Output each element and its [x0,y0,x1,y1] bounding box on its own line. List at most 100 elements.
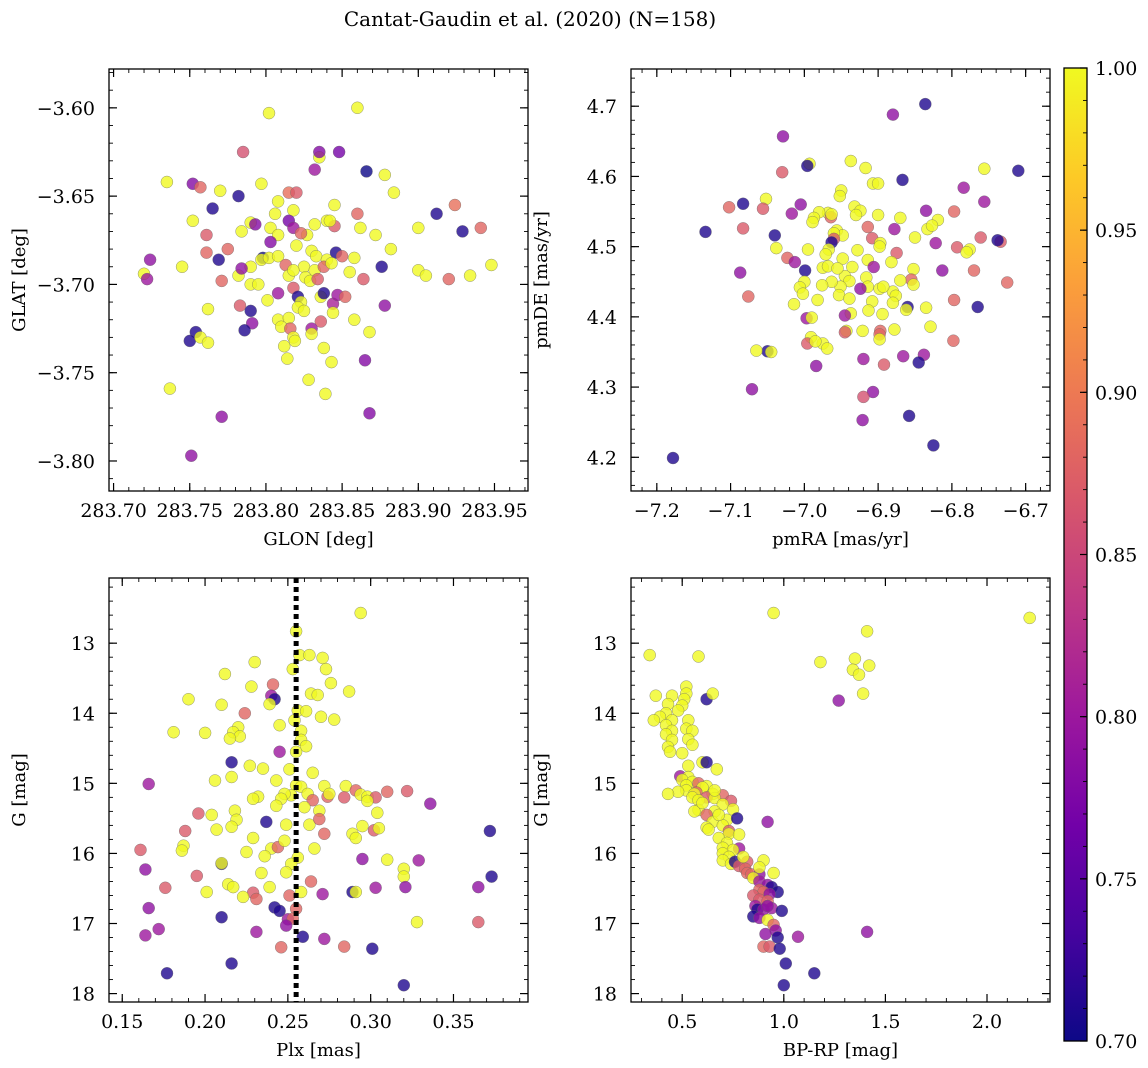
scatter-point [182,692,195,706]
scatter-point [288,334,302,348]
y-axis-label: GLAT [deg] [9,228,30,332]
scatter-point [745,382,759,396]
scatter-point [712,808,726,822]
scatter-point [663,745,677,759]
scatter-point [232,189,245,203]
scatter-points [137,101,498,462]
scatter-point [311,272,324,286]
scatter-point [732,828,746,841]
x-tick-label: 2.0 [972,1011,1002,1033]
scatter-point [335,249,349,263]
scatter-point [139,929,152,942]
scatter-point [354,606,367,620]
scatter-point [354,221,367,235]
scatter-point [896,349,910,363]
scatter-point [814,655,827,669]
scatter-point [273,718,286,732]
scatter-point [794,198,807,211]
scatter-point [736,197,750,211]
scatter-point [246,831,260,845]
y-tick-label: 14 [593,703,617,725]
scatter-point [192,807,205,820]
scatter-point [245,680,258,693]
scatter-point [210,823,223,836]
panel-cmd: 0.5 1.0 1.5 2.0 13 14 15 16 17 18 BP-RP [mag] G [ma… [531,577,1051,1061]
scatter-point [140,272,154,286]
scatter-point [317,286,331,300]
scatter-point [235,225,248,238]
scatter-point [238,324,251,337]
scatter-point [262,106,276,120]
scatter-point [200,246,213,259]
scatter-point [843,292,856,305]
scatter-point [649,689,663,702]
scatter-point [767,606,780,620]
scatter-point [902,409,916,423]
scatter-point [788,255,802,269]
x-axis-label: pmRA [mas/yr] [772,529,909,550]
scatter-point [266,678,280,691]
scatter-point [258,849,271,863]
colorbar: 0.70 0.75 0.80 0.85 0.90 0.95 1.00 [1063,58,1137,1053]
scatter-point [356,852,369,866]
scatter-point [688,805,701,818]
scatter-point [298,800,311,814]
scatter-point [246,792,260,806]
scatter-point [327,713,341,726]
scatter-point [463,269,477,282]
scatter-point [971,300,984,314]
y-tick-label: 15 [593,773,617,795]
y-tick-label: 15 [71,773,95,795]
scatter-point [303,648,316,662]
scatter-point [873,240,886,253]
scatter-point [305,327,318,341]
scatter-point [907,262,920,276]
x-tick-label: 283.70 [80,500,146,522]
scatter-point [263,880,276,894]
scatter-point [309,249,323,263]
scatter-point [306,766,319,780]
scatter-point [400,784,414,798]
scatter-point [205,808,218,822]
scatter-point [856,413,869,427]
scatter-point [337,940,351,953]
scatter-point [671,785,685,799]
scatter-point [236,145,250,159]
plot-frame [630,68,1051,492]
scatter-point [248,655,261,669]
scatter-point [808,967,821,980]
scatter-point [316,651,329,665]
scatter-point [699,225,712,239]
scatter-point [299,704,313,718]
y-tick-label: −3.80 [37,451,95,473]
scatter-point [771,931,784,944]
scatter-point [308,842,321,855]
scatter-points [643,606,1036,992]
scatter-point [351,101,364,115]
scatter-point [1000,276,1014,289]
y-tick-label: −3.60 [37,98,95,120]
scatter-point [856,324,869,338]
x-tick-label: 0.35 [432,1011,474,1033]
scatter-point [767,866,780,880]
scatter-point [806,215,819,229]
scatter-point [380,853,394,866]
scatter-point [761,815,774,829]
scatter-point [256,762,270,775]
scatter-point [215,410,228,424]
colorbar-tick-label: 0.70 [1095,1031,1137,1053]
scatter-point [876,307,889,321]
scatter-point [947,293,961,307]
scatter-point [324,676,338,690]
scatter-point [710,763,724,776]
scatter-point [233,299,247,312]
panel-plx-g: 0.15 0.20 0.25 0.30 0.35 13 14 15 16 17 18 Plx [mas… [9,577,529,1061]
x-axis-label: GLON [deg] [263,529,373,550]
scatter-point [378,168,392,182]
plot-frame [108,577,529,1003]
scatter-point [271,195,285,208]
scatter-point [304,875,318,888]
scatter-point [215,910,228,924]
scatter-point [190,869,204,883]
y-tick-label: 17 [593,914,617,936]
